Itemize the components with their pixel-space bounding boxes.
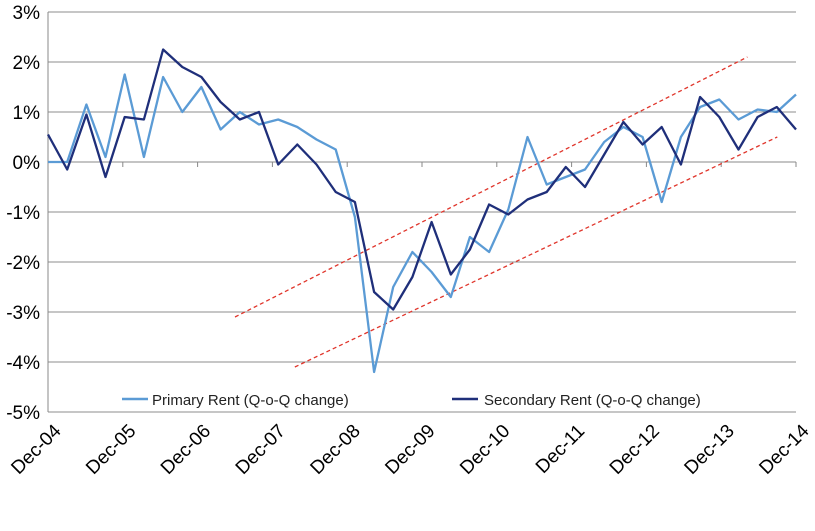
y-tick-label: 1% bbox=[13, 103, 41, 124]
y-tick-label: 2% bbox=[13, 53, 41, 74]
y-tick-label: -2% bbox=[6, 253, 40, 274]
x-tick-label: Dec-08 bbox=[307, 421, 365, 479]
legend: Primary Rent (Q-o-Q change) Secondary Re… bbox=[122, 392, 701, 409]
series-secondary-rent-line bbox=[46, 48, 797, 311]
y-tick-label: 0% bbox=[13, 153, 41, 174]
x-tick-label: Dec-07 bbox=[232, 421, 290, 479]
y-tick-label: -1% bbox=[6, 203, 40, 224]
legend-label-secondary: Secondary Rent (Q-o-Q change) bbox=[484, 392, 701, 409]
y-tick-label: -3% bbox=[6, 303, 40, 324]
y-tick-label: 3% bbox=[13, 3, 41, 24]
x-tick-label: Dec-06 bbox=[157, 421, 215, 479]
x-tick-label: Dec-12 bbox=[606, 421, 664, 479]
x-tick-label: Dec-10 bbox=[456, 421, 514, 479]
channel-lower-line bbox=[294, 136, 778, 368]
data-series bbox=[46, 48, 797, 374]
x-tick-label: Dec-04 bbox=[7, 420, 65, 478]
x-tick-label: Dec-11 bbox=[532, 421, 589, 478]
y-tick-labels: 3% 2% 1% 0% -1% -2% -3% -4% -5% bbox=[6, 3, 40, 424]
x-tick-label: Dec-09 bbox=[381, 421, 439, 479]
channel-upper-line bbox=[234, 56, 748, 318]
trend-channel bbox=[234, 56, 778, 368]
y-tick-label: -4% bbox=[6, 353, 40, 374]
series-primary-rent-line bbox=[48, 73, 797, 374]
x-tick-label: Dec-14 bbox=[755, 420, 813, 478]
y-tick-label: -5% bbox=[6, 403, 40, 424]
legend-label-primary: Primary Rent (Q-o-Q change) bbox=[152, 392, 349, 409]
x-tick-label: Dec-13 bbox=[681, 421, 739, 479]
x-tick-label: Dec-05 bbox=[82, 421, 140, 479]
